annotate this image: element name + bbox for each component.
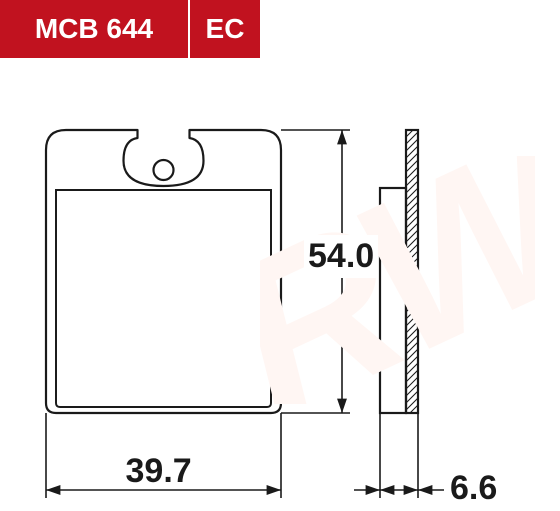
diagram-root: MCB 644 EC RW 54.0 39.7 6.6 <box>0 0 560 511</box>
header-part-number: MCB 644 <box>0 0 190 58</box>
technical-drawing <box>0 58 560 511</box>
dimension-height-value: 54.0 <box>304 235 378 278</box>
dimension-width-value: 39.7 <box>126 452 192 491</box>
dimension-thickness-value: 6.6 <box>450 469 497 508</box>
drawing-stage: RW 54.0 39.7 6.6 <box>0 58 560 511</box>
header-bar: MCB 644 EC <box>0 0 262 58</box>
header-compound-code: EC <box>190 0 262 58</box>
